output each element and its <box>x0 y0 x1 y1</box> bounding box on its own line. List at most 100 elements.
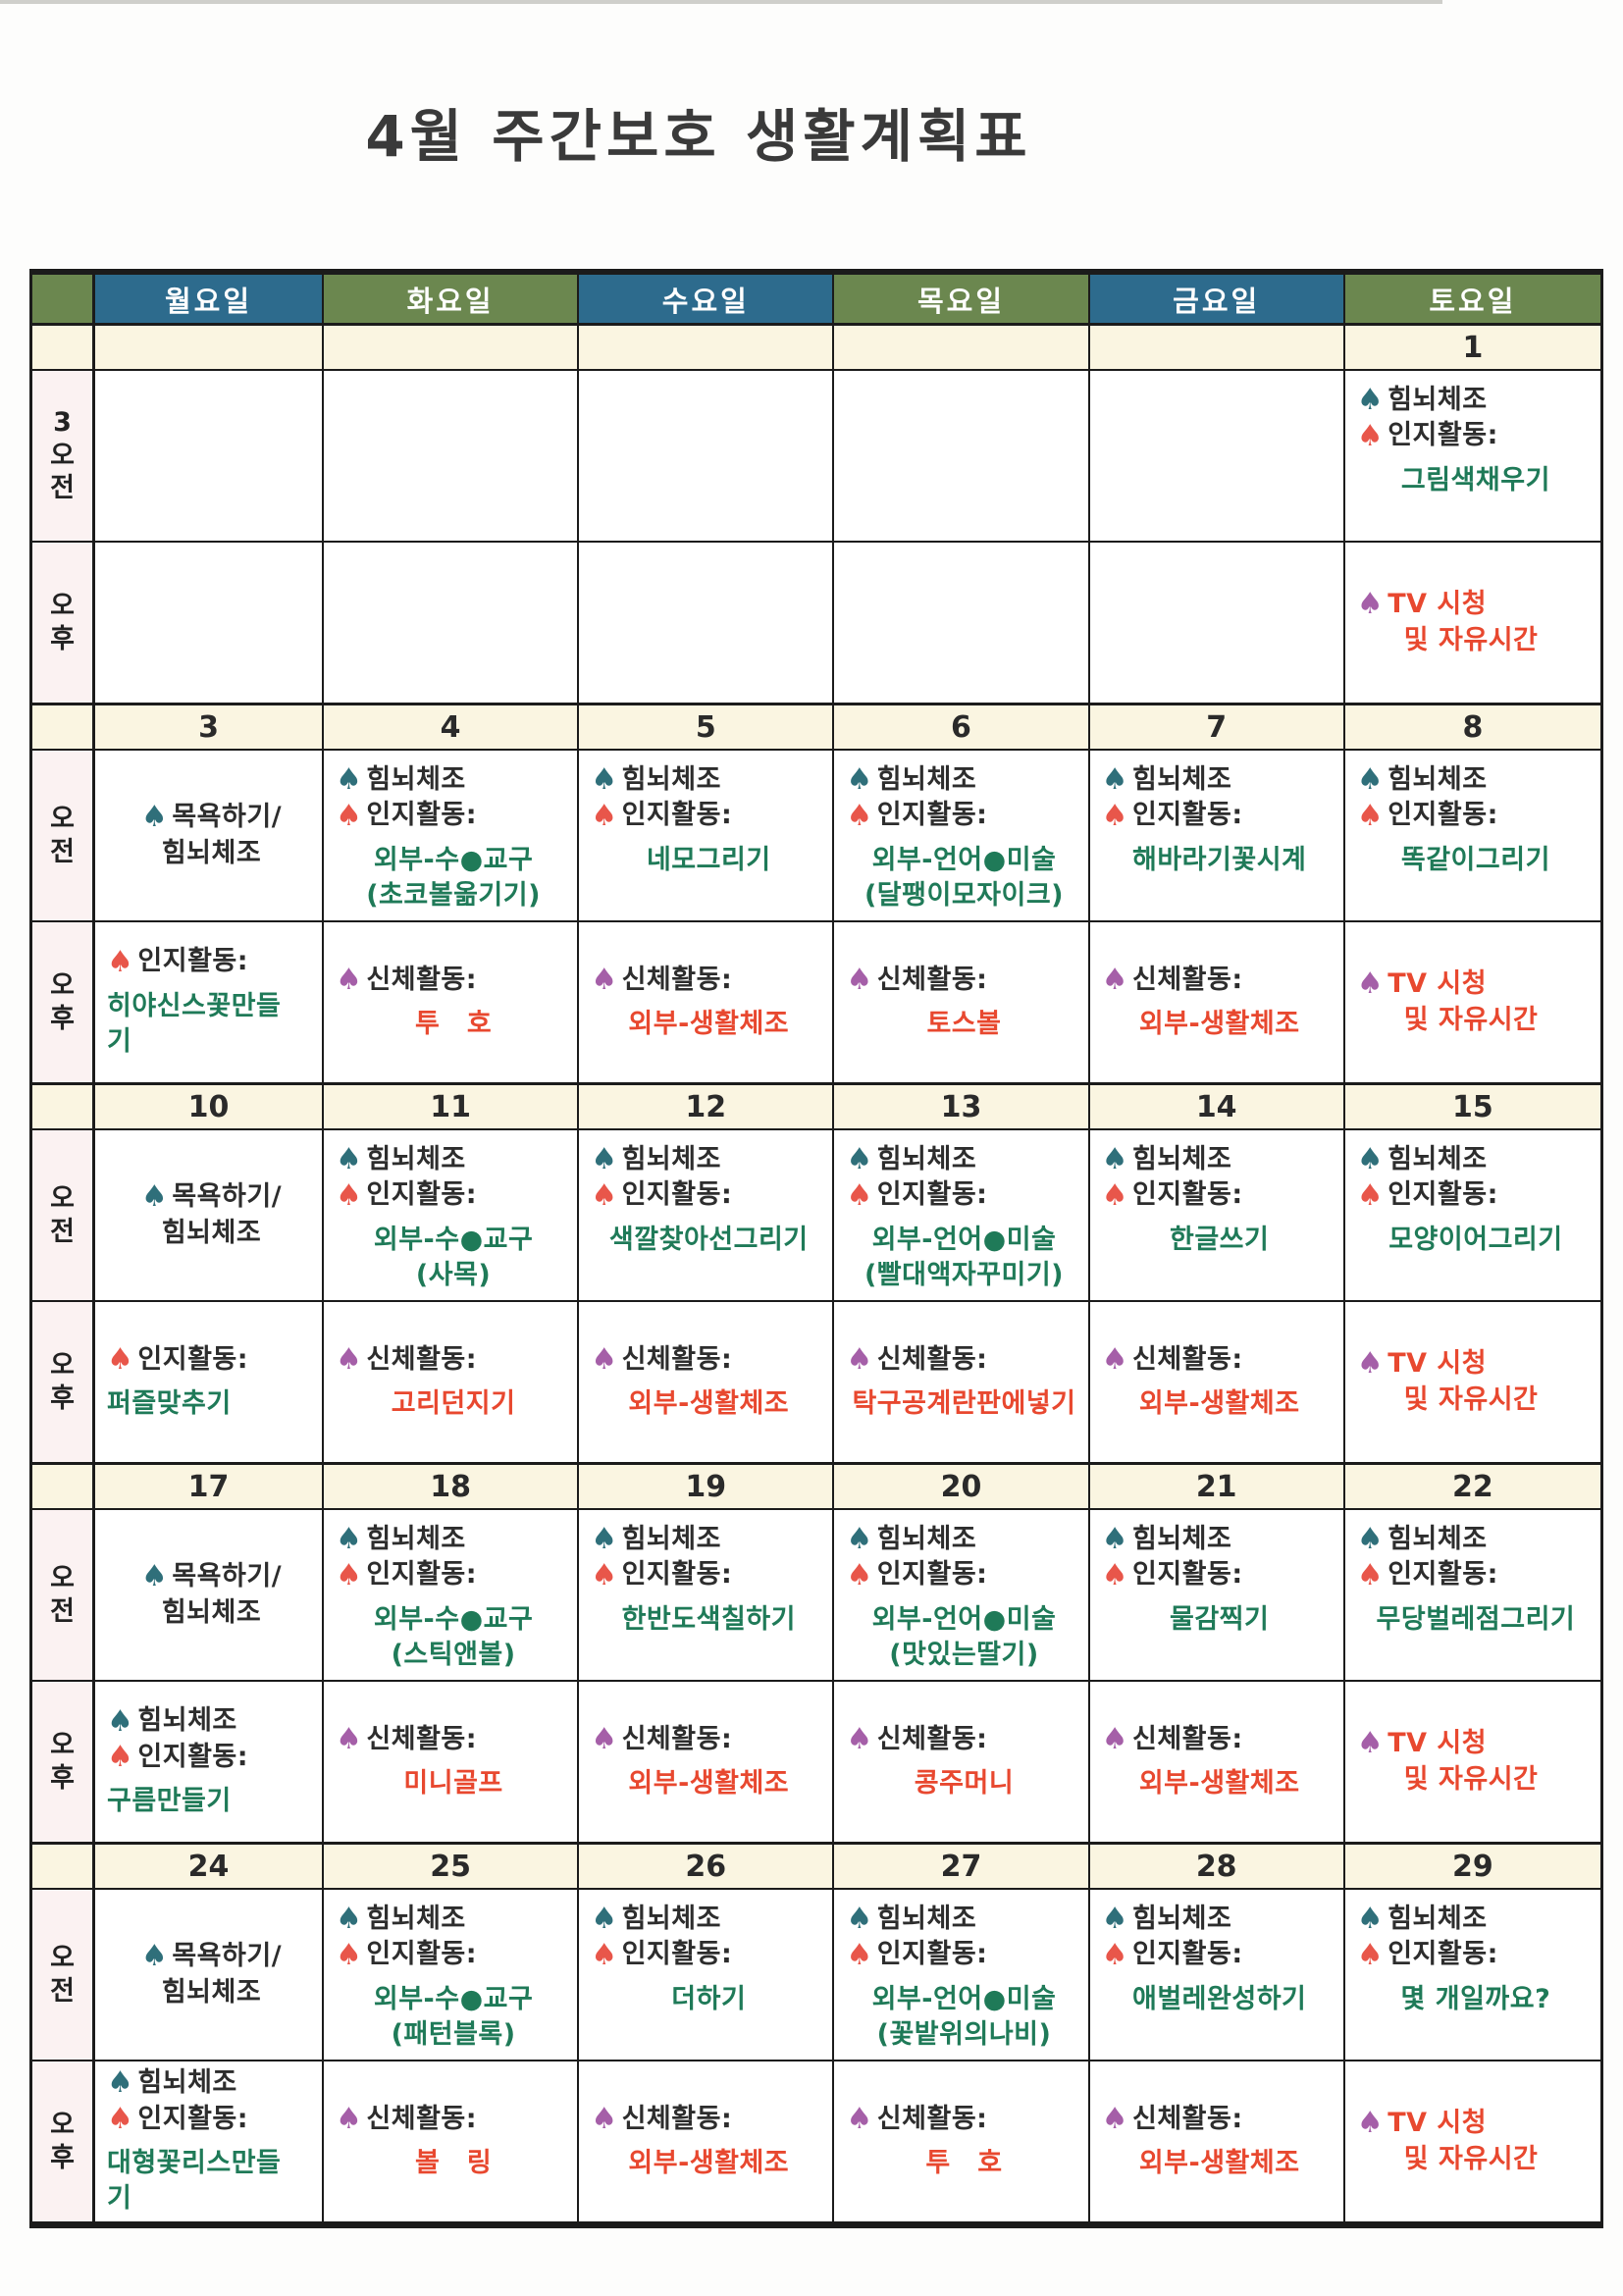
activity-line: 및 자유시간 <box>1357 623 1595 658</box>
spade-icon: ♠ <box>591 1937 618 1972</box>
activity-line: 힘뇌체조 <box>107 836 316 871</box>
time-label-char: 전 <box>50 836 75 867</box>
activity-text: 인지활동: <box>1132 800 1243 831</box>
activity-text: 외부-생활체조 <box>1138 1388 1300 1419</box>
activity-line: ♠ 신체활동: <box>1102 1342 1337 1378</box>
activity-text: 힘뇌체조 <box>621 764 721 795</box>
activity-line: ♠ 힘뇌체조 <box>591 1142 826 1177</box>
afternoon-row: 오 후 ♠ 힘뇌체조 ♠ 인지활동: 구름만들기 ♠ 신체활동: 미니골프 ♠ 신체활동: 외부-생활체… <box>32 1680 1600 1842</box>
activity-line: 및 자유시간 <box>1357 1003 1595 1038</box>
spade-icon: ♠ <box>1101 1557 1128 1592</box>
activity-text: 힘뇌체조 <box>161 1217 262 1248</box>
activity-line: (달팽이모자이크) <box>846 878 1081 913</box>
date-gutter-cell <box>32 1085 95 1128</box>
activity-line: 대형꽃리스만들기 <box>107 2146 316 2218</box>
activity-line: 볼 링 <box>336 2146 571 2181</box>
activity-text: 외부-생활체조 <box>628 1388 790 1419</box>
date-number: 14 <box>1195 1089 1237 1124</box>
date-number: 10 <box>187 1089 230 1124</box>
date-number: 26 <box>685 1849 727 1884</box>
spade-icon: ♠ <box>1356 2106 1385 2141</box>
time-label-char: 오 <box>50 1729 75 1760</box>
spade-icon: ♠ <box>591 1341 618 1377</box>
schedule-cell: ♠ 목욕하기/힘뇌체조 <box>95 1130 324 1300</box>
activity-line: ♠ 인지활동: <box>1357 1177 1595 1213</box>
morning-row: 오 전 ♠ 목욕하기/힘뇌체조 ♠ 힘뇌체조 ♠ 인지활동: 외부-수●교구 (초코볼옮기기) ♠ 힘… <box>32 749 1600 920</box>
schedule-cell: ♠ 신체활동: 미니골프 <box>324 1682 580 1842</box>
time-label-char: 오 <box>50 803 75 834</box>
activity-text: 외부-수●교구 <box>373 844 534 875</box>
activity-line: ♠ 힘뇌체조 <box>336 1902 571 1937</box>
activity-text: 힘뇌체조 <box>137 2067 237 2099</box>
date-cell: 19 <box>579 1465 835 1508</box>
date-cell: 20 <box>834 1465 1090 1508</box>
activity-line: (사목) <box>336 1258 571 1293</box>
spade-icon: ♠ <box>1356 1726 1385 1761</box>
activity-line: ♠ TV 시청 <box>1357 587 1595 622</box>
activity-line: 힘뇌체조 <box>107 1975 316 2010</box>
schedule-cell: ♠ 힘뇌체조 ♠ 인지활동: 외부-수●교구 (초코볼옮기기) <box>324 751 580 920</box>
activity-line: 투 호 <box>846 2146 1081 2181</box>
spade-icon: ♠ <box>107 2101 134 2136</box>
schedule-cell: ♠ 힘뇌체조 ♠ 인지활동: 외부-언어●미술 (꽃밭위의나비) <box>834 1890 1090 2060</box>
activity-line: 외부-생활체조 <box>1102 1386 1337 1422</box>
schedule-cell: ♠ 신체활동: 볼 링 <box>324 2061 580 2221</box>
schedule-cell: ♠ 신체활동: 외부-생활체조 <box>1089 1302 1345 1462</box>
schedule-cell: ♠ 힘뇌체조 ♠ 인지활동: 외부-수●교구 (사목) <box>324 1130 580 1300</box>
time-label-char: 오 <box>50 1182 75 1214</box>
activity-text: 대형꽃리스만들기 <box>107 2148 282 2215</box>
spade-icon: ♠ <box>1356 966 1385 1002</box>
spade-icon: ♠ <box>336 1522 363 1557</box>
spade-icon: ♠ <box>336 2101 363 2136</box>
spade-icon: ♠ <box>336 1902 363 1937</box>
activity-line: 똑같이그리기 <box>1357 843 1595 878</box>
schedule-cell: ♠ 힘뇌체조 ♠ 인지활동: 애벌레완성하기 <box>1089 1890 1345 2060</box>
activity-text: 힘뇌체조 <box>1387 764 1488 795</box>
activity-line: 고리던지기 <box>336 1386 571 1422</box>
schedule-cell: ♠ 힘뇌체조 ♠ 인지활동: 해바라기꽃시계 <box>1089 751 1345 920</box>
activity-line: ♠ 인지활동: <box>1102 798 1337 833</box>
day-header-label: 목요일 <box>916 284 1006 318</box>
activity-line: ♠ 신체활동: <box>1102 2102 1337 2137</box>
spade-icon: ♠ <box>1101 1177 1128 1213</box>
date-number: 7 <box>1206 709 1228 745</box>
activity-line: ♠ 신체활동: <box>846 963 1081 998</box>
activity-line: 힘뇌체조 <box>107 1216 316 1251</box>
activity-text: 구름만들기 <box>107 1786 232 1817</box>
spade-icon: ♠ <box>591 962 618 997</box>
spade-icon: ♠ <box>591 1557 618 1592</box>
activity-line: 외부-생활체조 <box>591 1386 826 1422</box>
activity-line: (꽃밭위의나비) <box>846 2017 1081 2053</box>
activity-text: 인지활동: <box>1387 1559 1498 1591</box>
activity-line: ♠ 목욕하기/ <box>107 800 316 835</box>
activity-text: 신체활동: <box>1132 1723 1243 1754</box>
time-label-char: 오 <box>50 1349 75 1381</box>
time-label-char: 전 <box>50 1216 75 1247</box>
schedule-cell: ♠ 힘뇌체조 ♠ 인지활동: 모양이어그리기 <box>1344 1130 1600 1300</box>
time-label-char: 후 <box>50 1003 75 1034</box>
morning-row: 오 전 ♠ 목욕하기/힘뇌체조 ♠ 힘뇌체조 ♠ 인지활동: 외부-수●교구 (스틱앤볼) ♠ 힘뇌체… <box>32 1508 1600 1680</box>
activity-line: 네모그리기 <box>591 843 826 878</box>
scan-edge <box>0 0 1442 4</box>
schedule-cell: ♠ 힘뇌체조 ♠ 인지활동: 외부-언어●미술 (빨대액자꾸미기) <box>834 1130 1090 1300</box>
activity-text: 인지활동: <box>137 1741 249 1772</box>
activity-text: 인지활동: <box>1132 1939 1243 1970</box>
activity-line: 몇 개일까요? <box>1357 1982 1595 2017</box>
corner-cell <box>32 275 95 323</box>
activity-line: 외부-생활체조 <box>591 1007 826 1042</box>
activity-text: 인지활동: <box>621 1939 733 1970</box>
activity-text: 인지활동: <box>137 1343 249 1375</box>
activity-text: 토스볼 <box>926 1009 1002 1039</box>
time-label-char: 후 <box>50 623 75 654</box>
activity-text: 및 자유시간 <box>1403 1763 1539 1795</box>
activity-text: 신체활동: <box>366 1723 478 1754</box>
activity-line: ♠ 인지활동: <box>1357 1557 1595 1592</box>
spade-icon: ♠ <box>846 1177 873 1213</box>
activity-line: ♠ 인지활동: <box>1102 1557 1337 1592</box>
schedule-cell: ♠ TV 시청 및 자유시간 <box>1344 543 1600 703</box>
activity-line: ♠ 인지활동: <box>846 1557 1081 1592</box>
date-cell <box>1089 326 1345 369</box>
activity-line: ♠ 힘뇌체조 <box>1357 762 1595 798</box>
date-number: 15 <box>1452 1089 1493 1124</box>
